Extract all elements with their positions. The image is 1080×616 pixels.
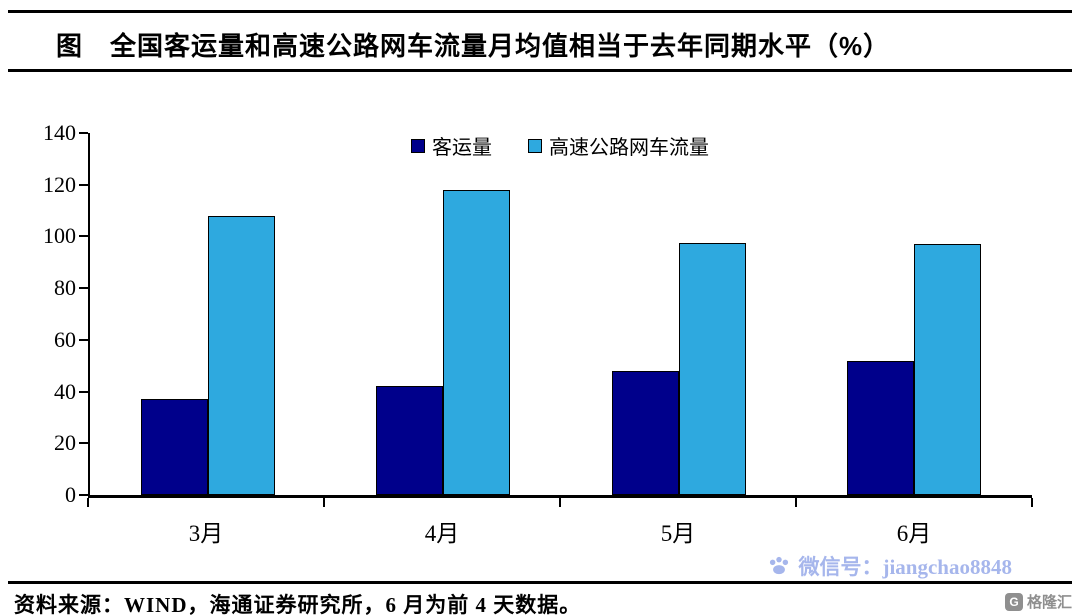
y-tick-mark — [79, 390, 88, 393]
legend-item-highway-traffic: 高速公路网车流量 — [528, 131, 709, 160]
top-rule — [8, 10, 1072, 13]
bar-客运量-3月 — [140, 399, 208, 495]
legend-swatch-highway-traffic — [528, 138, 542, 153]
y-tick-label: 100 — [43, 223, 76, 249]
bar-group-4月 — [326, 133, 562, 495]
y-tick-label: 20 — [54, 430, 76, 456]
y-tick-label: 140 — [43, 120, 76, 145]
gelonghui-logo-text: 格隆汇 — [1026, 595, 1072, 611]
bar-group-3月 — [90, 133, 326, 495]
y-tick-label: 40 — [54, 378, 76, 404]
y-tick-mark — [79, 338, 88, 341]
legend: 客运量 高速公路网车流量 — [88, 131, 1032, 160]
legend-label-passenger-volume: 客运量 — [432, 137, 492, 159]
gelonghui-logo-icon: G — [1004, 592, 1023, 611]
watermark: 微信号：jiangchao8848 — [768, 551, 1012, 581]
bar-group-5月 — [561, 133, 797, 495]
bar-高速公路网车流量-6月 — [914, 244, 982, 495]
x-tick-mark — [795, 498, 797, 507]
bar-高速公路网车流量-4月 — [443, 189, 511, 495]
y-tick-label: 60 — [54, 326, 76, 352]
y-tick-mark — [79, 235, 88, 238]
legend-item-passenger-volume: 客运量 — [411, 131, 492, 160]
plot-area — [88, 133, 1032, 498]
watermark-text: 微信号：jiangchao8848 — [798, 555, 1012, 579]
x-axis-ticks — [87, 498, 1033, 507]
x-tick-mark — [87, 498, 89, 507]
x-tick-label: 3月 — [188, 521, 224, 546]
x-tick-mark — [1031, 498, 1033, 507]
x-tick-label: 4月 — [424, 521, 460, 546]
bar-客运量-6月 — [847, 360, 915, 495]
bar-高速公路网车流量-5月 — [678, 242, 746, 495]
y-tick-mark — [79, 442, 88, 445]
legend-label-highway-traffic: 高速公路网车流量 — [549, 137, 709, 159]
legend-swatch-passenger-volume — [411, 138, 425, 153]
y-tick-label: 0 — [65, 482, 76, 507]
y-tick-mark — [79, 132, 88, 134]
y-axis-ticks — [79, 132, 88, 496]
bar-group-6月 — [797, 133, 1033, 495]
x-tick-mark — [559, 498, 561, 507]
y-tick-mark — [79, 183, 88, 186]
x-tick-mark — [323, 498, 325, 507]
y-tick-label: 120 — [43, 171, 76, 197]
bar-客运量-5月 — [611, 370, 679, 495]
y-axis-labels: 0 20 40 60 80 100 120 140 — [24, 120, 76, 507]
bottom-rule — [8, 581, 1072, 584]
y-tick-label: 80 — [54, 275, 76, 301]
x-tick-label: 5月 — [660, 521, 696, 546]
y-tick-mark — [79, 287, 88, 290]
paw-icon — [770, 556, 789, 575]
title-underline-rule — [8, 69, 1072, 72]
gelonghui-logo: G 格隆汇 — [1004, 591, 1072, 612]
y-tick-mark — [79, 494, 88, 496]
source-note: 资料来源：WIND，海通证券研究所，6 月为前 4 天数据。 — [14, 593, 582, 616]
bar-客运量-4月 — [376, 386, 444, 495]
bar-高速公路网车流量-3月 — [207, 215, 275, 495]
x-tick-label: 6月 — [896, 521, 932, 546]
x-axis-labels: 3月 4月 5月 6月 — [88, 514, 1032, 546]
chart-title: 图 全国客运量和高速公路网车流量月均值相当于去年同期水平（%） — [56, 31, 891, 61]
